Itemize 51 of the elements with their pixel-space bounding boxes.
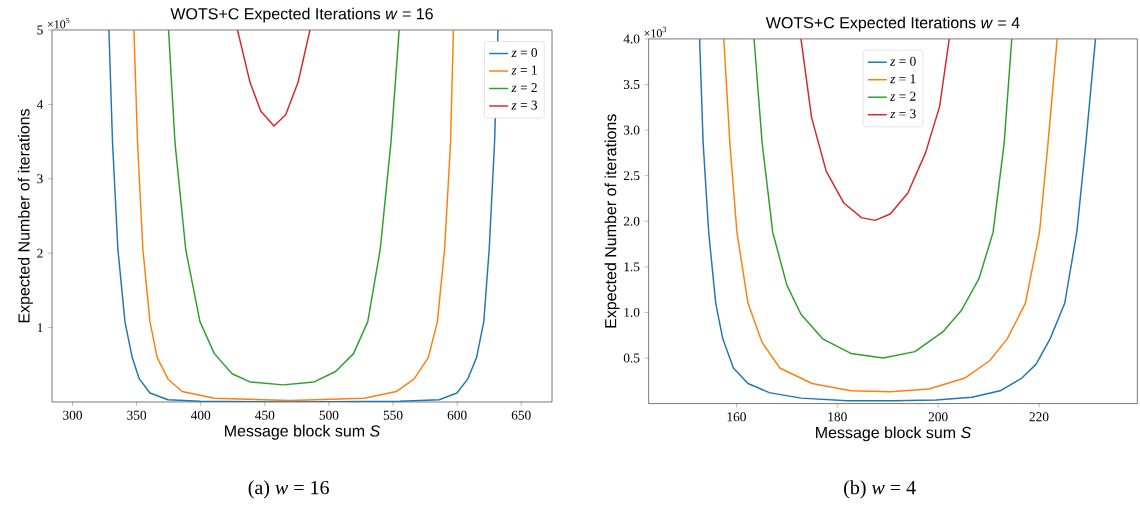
x-axis-title: Message block sum S: [225, 424, 381, 440]
x-tick-label: 500: [319, 410, 339, 420]
x-tick-label: 400: [190, 410, 211, 420]
line-series: [108, 29, 499, 402]
x-tick-label: 300: [63, 410, 83, 420]
x-tick-label: 600: [447, 410, 467, 420]
x-tick-label: 350: [127, 410, 147, 420]
legend-label: z = 1: [511, 65, 537, 75]
x-tick-label: 550: [383, 410, 403, 420]
y-tick-label: 2.5: [623, 171, 640, 181]
x-tick-label: 220: [1029, 412, 1049, 422]
line-series: [800, 38, 950, 222]
text: ×10$^{3}$: [644, 26, 667, 38]
legend-label: z = 1: [890, 74, 916, 84]
line-series: [236, 29, 311, 127]
y-tick-label: 4.0: [623, 34, 640, 44]
x-tick-label: 180: [828, 412, 847, 422]
chart-title: WOTS+C Expected Iterations w = 4: [765, 16, 1020, 32]
y-tick-label: 4: [36, 99, 44, 109]
legend-label: z = 2: [890, 91, 916, 101]
legend-label: z = 3: [511, 100, 538, 110]
y-axis-title: Expected Number of iterations: [17, 108, 33, 323]
x-axis-title: Message block sum S: [816, 426, 972, 442]
line-series: [698, 38, 1097, 402]
text: ×10$^{5}$: [47, 17, 70, 29]
line-series: [167, 29, 400, 386]
y-tick-label: 3.5: [623, 80, 640, 90]
x-tick-label: 450: [255, 410, 275, 420]
y-tick-label: 1.5: [624, 262, 640, 272]
y-axis-title: Expected Number of iterations: [604, 114, 620, 328]
line-series: [133, 29, 455, 402]
y-tick-label: 2: [37, 248, 43, 258]
y-tick-label: 1: [37, 323, 43, 332]
text: (b) w = 4: [844, 480, 916, 499]
y-tick-label: 5: [37, 25, 43, 35]
legend-label: z = 2: [511, 83, 537, 92]
line-series: [723, 38, 1058, 393]
legend-label: z = 0: [511, 48, 538, 58]
legend-label: z = 0: [890, 56, 916, 66]
y-tick-label: 3: [37, 174, 43, 184]
legend-label: z = 3: [890, 109, 916, 119]
text: (a) w = 16: [248, 480, 329, 499]
line-series: [753, 38, 1013, 359]
x-tick-label: 160: [727, 412, 746, 422]
x-tick-label: 200: [928, 412, 948, 422]
y-tick-label: 3.0: [623, 125, 640, 135]
x-tick-label: 650: [511, 410, 531, 420]
y-tick-label: 0.5: [623, 353, 640, 363]
y-tick-label: 2.0: [623, 216, 640, 226]
chart-title: WOTS+C Expected Iterations w = 16: [170, 7, 433, 23]
y-tick-label: 1.0: [624, 307, 640, 317]
